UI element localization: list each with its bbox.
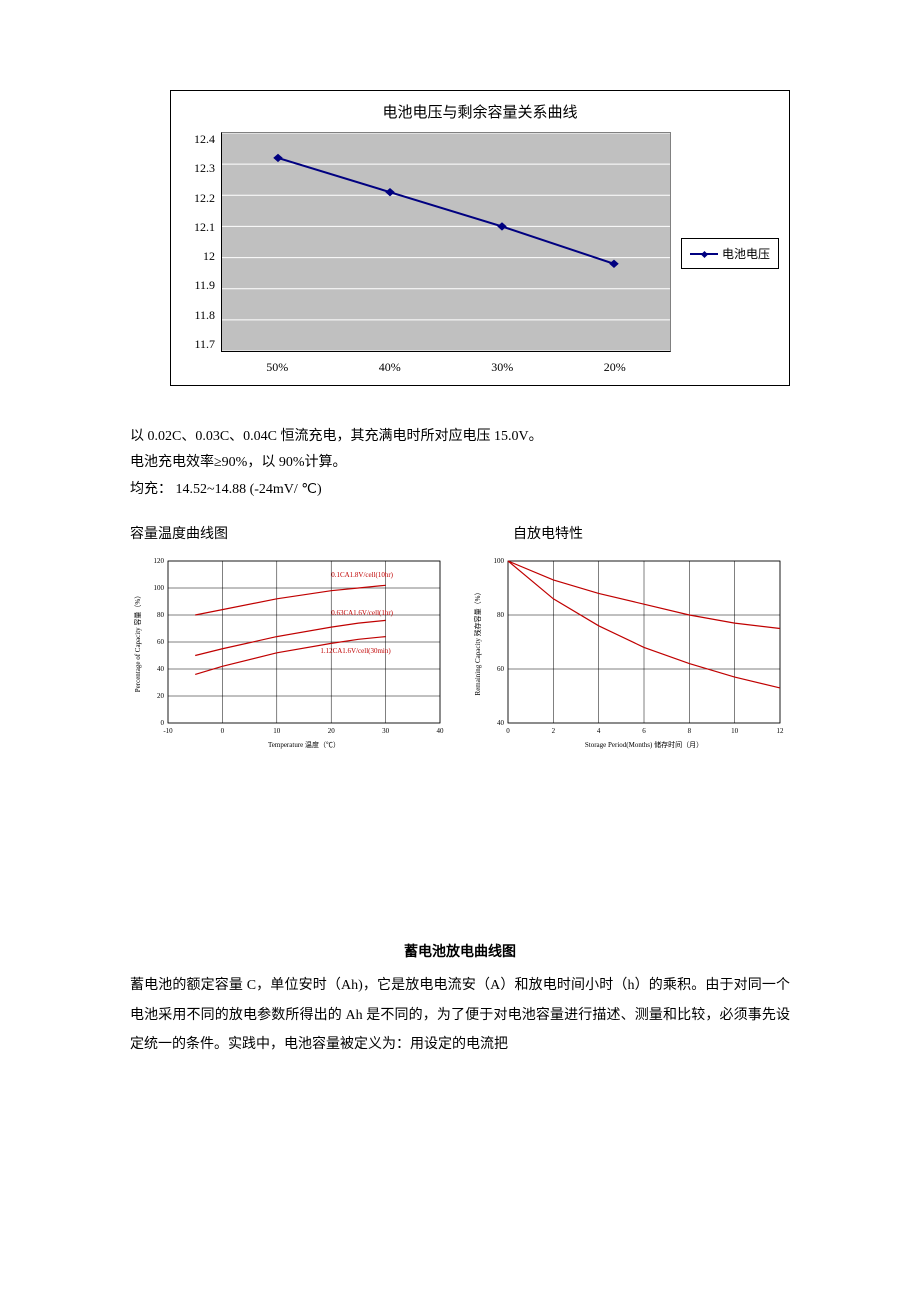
y-tick-label: 11.8 [181,308,215,323]
svg-text:0: 0 [221,727,225,735]
y-tick-label: 11.7 [181,337,215,352]
y-tick-label: 12.1 [181,220,215,235]
svg-text:120: 120 [154,557,165,565]
svg-text:80: 80 [497,611,505,619]
svg-text:12: 12 [777,727,785,735]
svg-text:80: 80 [157,611,165,619]
x-tick-label: 30% [491,360,513,375]
chart-title: 电池电压与剩余容量关系曲线 [181,101,779,122]
svg-text:30: 30 [382,727,390,735]
svg-text:10: 10 [273,727,281,735]
svg-text:6: 6 [642,727,646,735]
svg-text:100: 100 [494,557,505,565]
svg-text:40: 40 [437,727,445,735]
y-tick-label: 12.4 [181,132,215,147]
svg-text:Temperature 温度（℃）: Temperature 温度（℃） [268,740,340,749]
svg-text:0: 0 [161,719,165,727]
note-line-2: 电池充电效率≥90%，以 90%计算。 [130,452,790,474]
svg-text:4: 4 [597,727,601,735]
svg-text:60: 60 [497,665,505,673]
body-title: 蓄电池放电曲线图 [130,941,790,961]
svg-text:100: 100 [154,584,165,592]
svg-text:-10: -10 [163,727,173,735]
note-line-3: 均充： 14.52~14.88 (-24mV/ ℃) [130,479,790,501]
legend-marker-icon [690,253,718,255]
y-tick-label: 11.9 [181,278,215,293]
svg-text:0.63CA1.6V/cell(1hr): 0.63CA1.6V/cell(1hr) [331,609,393,617]
svg-text:0.1CA1.8V/cell(10hr): 0.1CA1.8V/cell(10hr) [331,571,393,579]
svg-text:Remaining Capacity 残存容量（%）: Remaining Capacity 残存容量（%） [473,589,482,696]
note-line-1: 以 0.02C、0.03C、0.04C 恒流充电，其充满电时所对应电压 15.0… [130,426,790,448]
svg-text:Percentage of Capacity 容量（%）: Percentage of Capacity 容量（%） [133,592,142,693]
svg-text:20: 20 [157,692,165,700]
x-axis-labels: 50% 40% 30% 20% [221,360,671,375]
svg-text:40: 40 [157,665,165,673]
small-chart-right-title: 自放电特性 [493,523,790,543]
svg-text:8: 8 [688,727,692,735]
svg-text:40: 40 [497,719,505,727]
self-discharge-chart: 40 60 80 100 0 2 4 6 8 10 12 Storage Period(Months)… [470,551,790,751]
svg-text:60: 60 [157,638,165,646]
svg-text:20: 20 [328,727,336,735]
x-tick-label: 40% [379,360,401,375]
svg-text:10: 10 [731,727,739,735]
legend-label: 电池电压 [722,245,770,262]
x-tick-label: 20% [604,360,626,375]
svg-text:2: 2 [552,727,556,735]
chart-legend: 电池电压 [681,238,779,269]
svg-text:1.12CA1.6V/cell(30min): 1.12CA1.6V/cell(30min) [320,647,391,655]
y-tick-label: 12.3 [181,161,215,176]
svg-text:0: 0 [506,727,510,735]
capacity-temperature-chart: 020406080100120-100102030400.1CA1.8V/cel… [130,551,450,751]
small-chart-left-title: 容量温度曲线图 [130,523,493,543]
y-tick-label: 12 [181,249,215,264]
body-text: 蓄电池的额定容量 C，单位安时（Ah)，它是放电电流安（A）和放电时间小时（h）… [130,971,790,1059]
y-tick-label: 12.2 [181,191,215,206]
x-tick-label: 50% [266,360,288,375]
svg-text:Storage Period(Months) 储存时间（月）: Storage Period(Months) 储存时间（月） [585,740,703,749]
plot-area [221,132,671,352]
y-axis-labels: 12.4 12.3 12.2 12.1 12 11.9 11.8 11.7 [181,132,221,352]
voltage-capacity-chart: 电池电压与剩余容量关系曲线 12.4 12.3 12.2 12.1 12 11.9 11.8… [170,90,790,386]
